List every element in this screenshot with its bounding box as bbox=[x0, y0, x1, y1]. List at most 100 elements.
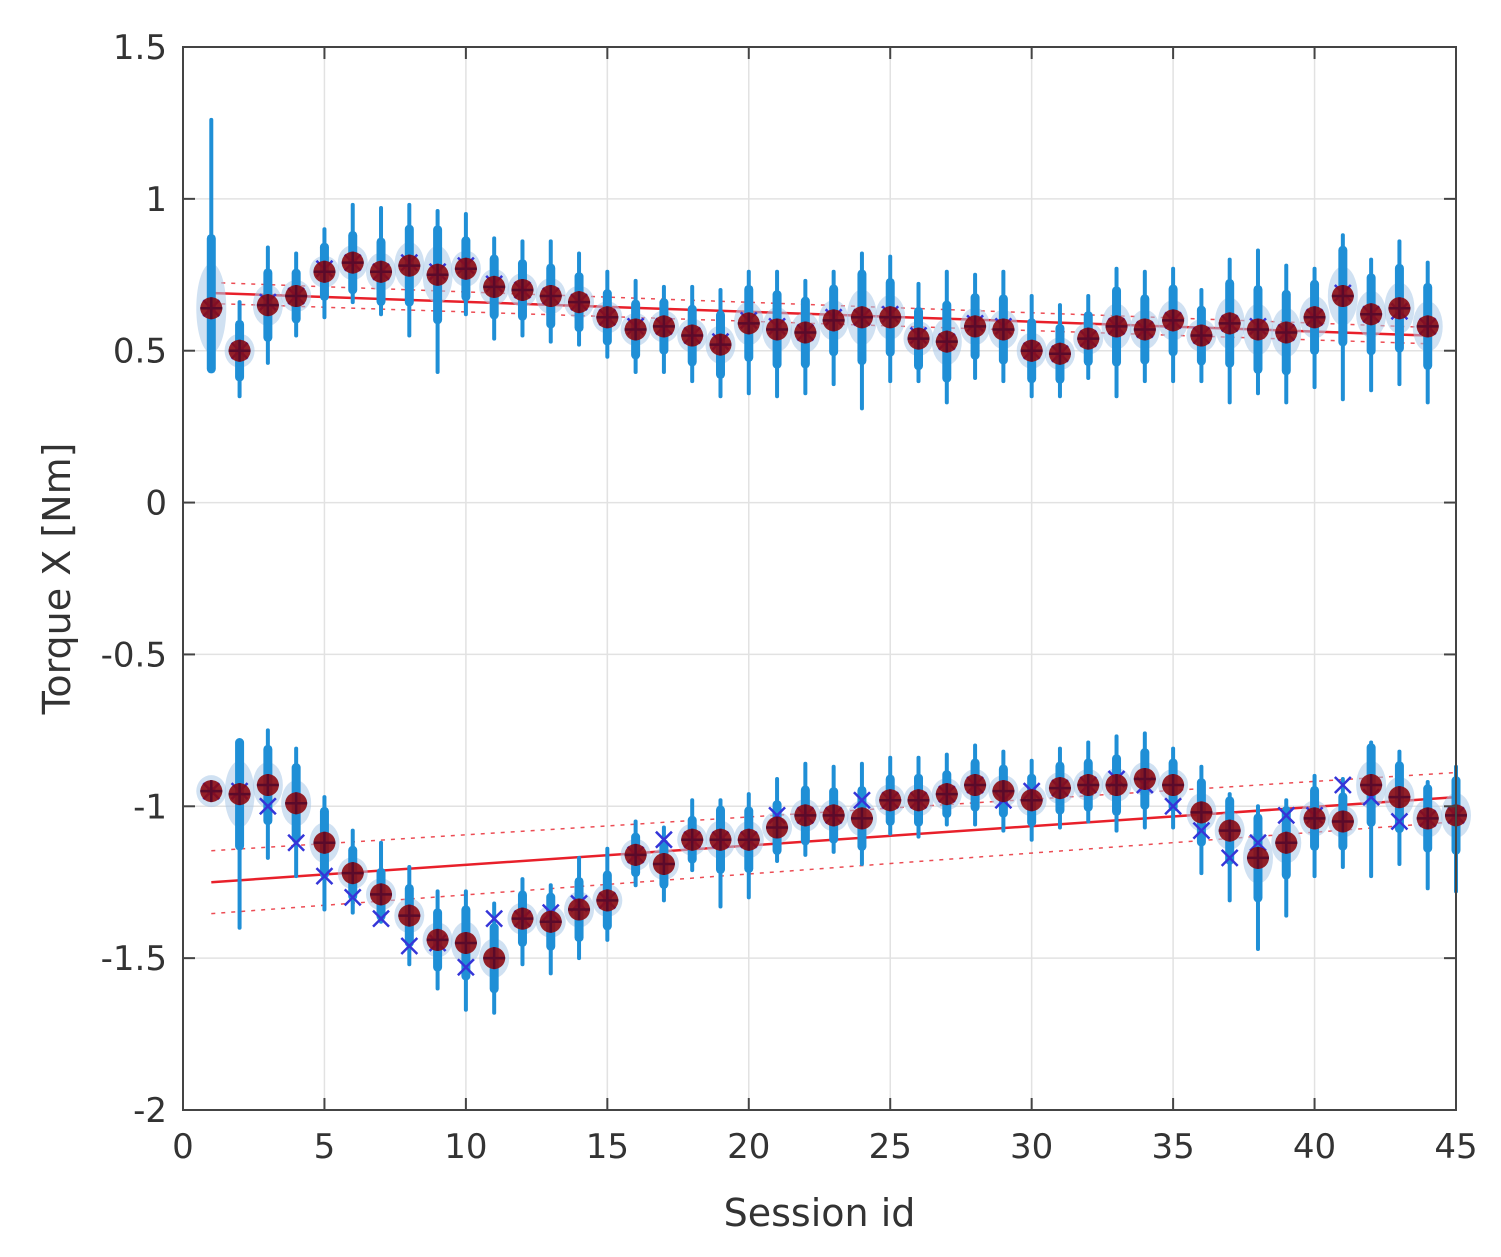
mean-star bbox=[964, 315, 987, 338]
mean-star bbox=[1048, 777, 1071, 800]
mean-star bbox=[370, 260, 393, 283]
mean-star bbox=[907, 789, 930, 812]
session-mark-group bbox=[1158, 266, 1189, 384]
mean-star bbox=[568, 898, 591, 921]
session-mark-group bbox=[564, 251, 595, 347]
mean-star bbox=[1360, 303, 1383, 326]
y-axis-title: Torque X [Nm] bbox=[35, 443, 79, 716]
mean-star bbox=[1360, 774, 1383, 797]
session-mark-group bbox=[592, 269, 623, 359]
x-tick-label: 20 bbox=[727, 1127, 770, 1167]
session-mark-group bbox=[196, 775, 227, 808]
session-mark-group bbox=[1327, 776, 1358, 870]
mean-star bbox=[398, 254, 421, 277]
mean-star bbox=[1105, 774, 1128, 797]
mean-star bbox=[1105, 315, 1128, 338]
y-tick-label: 1 bbox=[145, 180, 167, 220]
median-marker bbox=[853, 791, 871, 810]
session-mark-group bbox=[1016, 758, 1047, 842]
session-mark-group bbox=[648, 284, 679, 374]
axis-ticks: 0 5 10 15 20 25 30 35 40 45 -2 -1.5 -1 -0.5 0 0.5 1 1.5 bbox=[101, 28, 1478, 1167]
mean-star bbox=[709, 828, 732, 851]
mean-star bbox=[1303, 807, 1326, 830]
session-mark-group bbox=[818, 269, 849, 387]
mean-star bbox=[964, 774, 987, 797]
mean-star bbox=[568, 291, 591, 314]
mean-star bbox=[1416, 807, 1439, 830]
mean-star bbox=[539, 910, 562, 933]
session-mark-group bbox=[620, 278, 651, 374]
session-mark-group bbox=[620, 819, 651, 888]
mean-star bbox=[794, 321, 817, 344]
trend-confidence-line bbox=[211, 821, 1457, 915]
mean-star bbox=[1246, 846, 1269, 869]
mean-star bbox=[1190, 324, 1213, 347]
median-marker bbox=[400, 937, 419, 955]
mean-star bbox=[794, 804, 817, 827]
session-mark-group bbox=[535, 883, 566, 976]
session-mark-group bbox=[846, 761, 877, 866]
mean-star bbox=[1303, 306, 1326, 329]
session-mark-group bbox=[1214, 792, 1245, 903]
mean-star bbox=[285, 285, 308, 308]
median-marker bbox=[655, 830, 673, 849]
session-mark-group bbox=[592, 846, 623, 942]
median-marker bbox=[372, 909, 390, 928]
mean-star bbox=[822, 804, 845, 827]
session-mark-group bbox=[733, 269, 764, 396]
session-mark-group bbox=[733, 792, 764, 900]
mean-star bbox=[285, 792, 308, 815]
mean-star bbox=[766, 816, 789, 839]
session-mark-group bbox=[1242, 248, 1273, 396]
mean-star bbox=[228, 783, 251, 806]
mean-star bbox=[822, 309, 845, 332]
session-mark-group bbox=[1016, 294, 1047, 399]
median-marker bbox=[1277, 806, 1296, 825]
session-mark-group bbox=[196, 117, 227, 374]
y-tick-label: -1 bbox=[133, 787, 167, 827]
mean-star bbox=[341, 862, 364, 885]
plot-frame bbox=[182, 46, 1457, 1111]
session-mark-group bbox=[422, 889, 453, 991]
mean-star bbox=[652, 315, 675, 338]
session-mark-group bbox=[1271, 798, 1302, 918]
mean-star bbox=[200, 780, 223, 803]
session-mark-group bbox=[450, 212, 481, 317]
x-tick-label: 25 bbox=[869, 1127, 912, 1167]
session-mark-group bbox=[988, 269, 1019, 384]
session-mark-group bbox=[1412, 779, 1443, 891]
mean-star bbox=[1218, 312, 1241, 335]
mean-star bbox=[1275, 831, 1298, 854]
session-mark-group bbox=[1073, 294, 1104, 381]
median-marker bbox=[1390, 812, 1409, 831]
mean-star bbox=[681, 828, 704, 851]
session-mark-group bbox=[960, 272, 991, 381]
session-mark-group bbox=[648, 825, 679, 903]
x-tick-label: 10 bbox=[444, 1127, 487, 1167]
session-mark-group bbox=[281, 251, 312, 338]
mean-star bbox=[1190, 801, 1213, 824]
median-marker bbox=[343, 888, 362, 907]
session-mark-group bbox=[762, 776, 793, 863]
session-mark-group bbox=[1129, 731, 1160, 830]
session-mark-group bbox=[1044, 303, 1075, 399]
session-mark-group bbox=[903, 755, 934, 839]
y-tick-label: -2 bbox=[133, 1091, 167, 1131]
session-mark-group bbox=[1356, 740, 1387, 879]
session-mark-group bbox=[790, 761, 821, 857]
mean-star bbox=[1416, 315, 1439, 338]
trend-confidence-line bbox=[211, 302, 1428, 345]
session-mark-group bbox=[875, 755, 906, 836]
session-mark-group bbox=[705, 798, 736, 909]
session-mark-group bbox=[1044, 746, 1075, 830]
session-mark-group bbox=[903, 281, 934, 384]
session-mark-group bbox=[677, 284, 708, 384]
mean-star bbox=[737, 312, 760, 335]
session-mark-group bbox=[1384, 239, 1415, 387]
mean-star bbox=[935, 330, 958, 353]
session-mark-group bbox=[1299, 266, 1330, 390]
x-axis-title: Session id bbox=[724, 1191, 916, 1235]
mean-star bbox=[341, 251, 364, 274]
mean-star bbox=[256, 774, 279, 797]
session-mark-group bbox=[1356, 257, 1387, 393]
